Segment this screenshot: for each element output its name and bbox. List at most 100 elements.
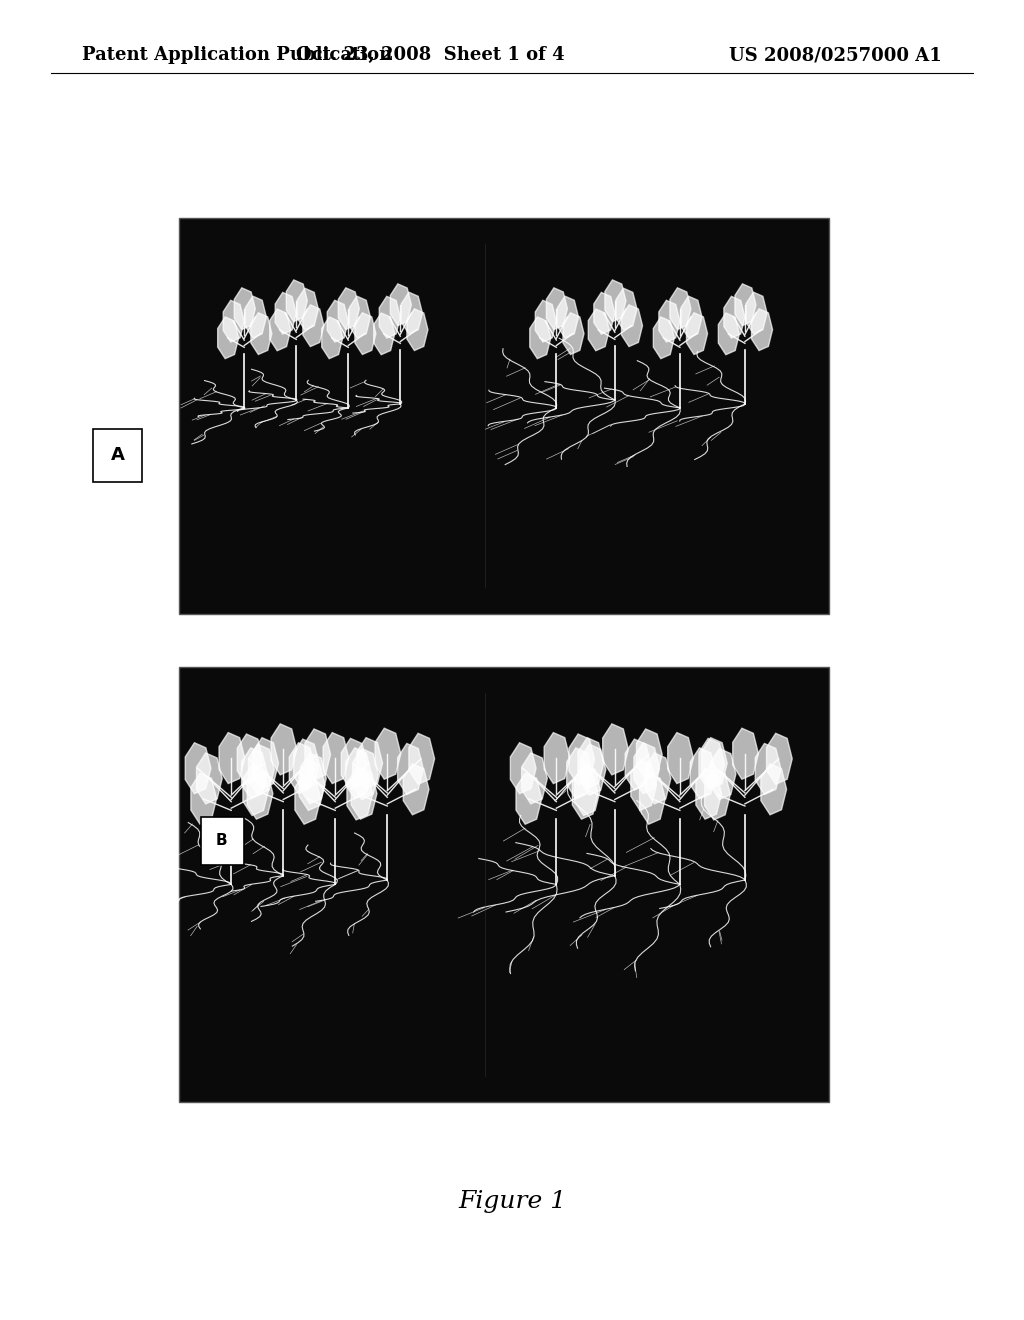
Polygon shape <box>645 752 671 804</box>
Polygon shape <box>351 768 377 820</box>
Polygon shape <box>605 280 626 322</box>
Polygon shape <box>653 317 675 359</box>
Polygon shape <box>275 293 296 334</box>
Polygon shape <box>303 305 324 347</box>
Polygon shape <box>295 774 321 824</box>
Polygon shape <box>690 748 716 799</box>
Text: Figure 1: Figure 1 <box>458 1189 566 1213</box>
Polygon shape <box>403 764 429 814</box>
Polygon shape <box>521 752 547 804</box>
Polygon shape <box>696 768 722 820</box>
Polygon shape <box>234 288 255 330</box>
Polygon shape <box>409 734 434 784</box>
Text: B: B <box>216 833 227 849</box>
Polygon shape <box>357 738 383 788</box>
Polygon shape <box>510 743 536 793</box>
Polygon shape <box>589 309 609 351</box>
Polygon shape <box>243 764 268 816</box>
Polygon shape <box>634 743 659 793</box>
Polygon shape <box>322 317 343 359</box>
Polygon shape <box>197 752 222 804</box>
Polygon shape <box>572 768 598 820</box>
Text: A: A <box>111 446 125 465</box>
Text: Patent Application Publication: Patent Application Publication <box>82 46 392 65</box>
Polygon shape <box>658 301 680 342</box>
Polygon shape <box>287 280 307 322</box>
Polygon shape <box>686 313 708 355</box>
Polygon shape <box>705 768 730 820</box>
Polygon shape <box>529 317 551 359</box>
Polygon shape <box>640 774 666 824</box>
Polygon shape <box>349 296 371 338</box>
Polygon shape <box>251 313 271 355</box>
Polygon shape <box>407 309 428 351</box>
Polygon shape <box>401 292 422 334</box>
Polygon shape <box>238 734 263 785</box>
Polygon shape <box>536 301 556 342</box>
Polygon shape <box>397 743 423 795</box>
Polygon shape <box>305 729 331 780</box>
Polygon shape <box>756 743 781 795</box>
Polygon shape <box>670 288 691 330</box>
Polygon shape <box>735 284 756 326</box>
Polygon shape <box>626 739 651 791</box>
Polygon shape <box>603 723 629 775</box>
Polygon shape <box>719 313 739 355</box>
Polygon shape <box>767 734 793 784</box>
Polygon shape <box>374 313 395 355</box>
Polygon shape <box>516 774 542 824</box>
Polygon shape <box>218 317 239 359</box>
Polygon shape <box>622 305 642 347</box>
Polygon shape <box>347 768 373 820</box>
Polygon shape <box>746 292 767 334</box>
Polygon shape <box>253 738 279 788</box>
Polygon shape <box>375 729 400 779</box>
Polygon shape <box>185 743 211 793</box>
FancyBboxPatch shape <box>179 218 829 614</box>
Polygon shape <box>594 293 614 334</box>
Polygon shape <box>246 296 266 338</box>
Polygon shape <box>352 748 378 800</box>
Polygon shape <box>328 301 348 342</box>
Polygon shape <box>294 739 319 791</box>
Polygon shape <box>557 296 579 338</box>
Polygon shape <box>566 748 592 799</box>
Polygon shape <box>631 759 656 810</box>
Polygon shape <box>269 309 291 351</box>
Polygon shape <box>681 296 702 338</box>
FancyBboxPatch shape <box>179 667 829 1102</box>
Polygon shape <box>297 288 318 330</box>
Polygon shape <box>569 734 595 785</box>
Polygon shape <box>346 748 372 799</box>
Polygon shape <box>668 733 693 784</box>
Polygon shape <box>574 764 600 816</box>
Polygon shape <box>338 288 359 330</box>
Polygon shape <box>249 744 274 795</box>
Polygon shape <box>290 743 315 793</box>
Polygon shape <box>341 738 367 789</box>
Polygon shape <box>324 733 349 784</box>
Polygon shape <box>223 301 244 342</box>
Polygon shape <box>578 738 603 788</box>
Text: Oct. 23, 2008  Sheet 1 of 4: Oct. 23, 2008 Sheet 1 of 4 <box>296 46 564 65</box>
Polygon shape <box>219 733 245 784</box>
Polygon shape <box>390 284 412 326</box>
Polygon shape <box>379 297 400 338</box>
Polygon shape <box>733 729 759 779</box>
Polygon shape <box>355 313 376 355</box>
Polygon shape <box>544 733 569 784</box>
Polygon shape <box>547 288 567 330</box>
Polygon shape <box>242 748 267 799</box>
Polygon shape <box>701 738 727 788</box>
Polygon shape <box>563 313 584 355</box>
Polygon shape <box>761 764 786 814</box>
Polygon shape <box>699 738 725 789</box>
Polygon shape <box>247 768 272 820</box>
Polygon shape <box>581 744 606 795</box>
Polygon shape <box>711 748 736 800</box>
FancyBboxPatch shape <box>201 817 244 865</box>
Polygon shape <box>190 774 217 824</box>
Text: US 2008/0257000 A1: US 2008/0257000 A1 <box>729 46 942 65</box>
Polygon shape <box>724 297 744 338</box>
Polygon shape <box>616 288 637 330</box>
